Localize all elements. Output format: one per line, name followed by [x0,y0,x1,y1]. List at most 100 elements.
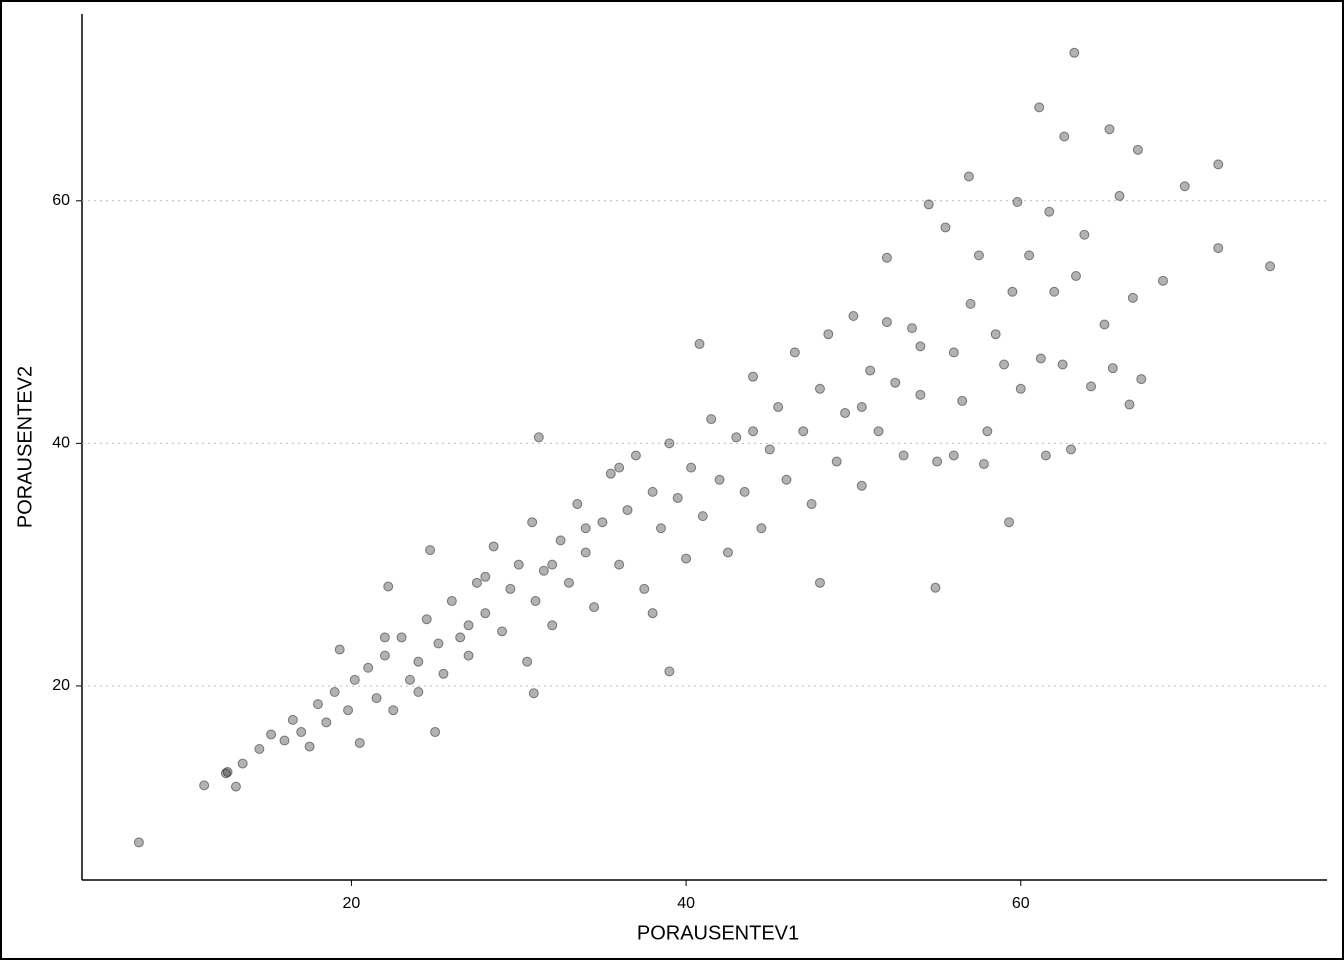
point [647,608,658,619]
point [907,323,917,334]
point [831,456,842,467]
point [533,432,544,443]
point [1024,250,1035,261]
point [664,438,675,449]
point [1049,286,1060,297]
point [1035,353,1046,364]
point [923,199,934,210]
y-tick-label: 60 [52,192,70,209]
point [965,298,976,309]
point [614,559,625,570]
point [806,499,817,510]
point [371,693,382,704]
point [1007,286,1018,297]
point [471,577,482,588]
y-tick-label: 20 [52,677,70,694]
point [589,602,600,613]
point [1015,383,1026,394]
point [1044,206,1055,217]
point [363,662,374,673]
point [580,547,591,558]
point [957,395,968,406]
point [133,837,144,848]
point [254,744,265,755]
point [1069,47,1080,58]
point [1265,261,1276,272]
point [915,341,926,352]
point [605,468,616,479]
point [404,674,415,685]
point [672,492,683,503]
point [622,505,633,516]
point [890,377,901,388]
point [840,408,851,419]
point [1034,102,1045,113]
point [1107,363,1118,374]
point [881,317,892,328]
point [1057,359,1068,370]
point [463,620,474,631]
point [697,511,708,522]
point [383,581,394,592]
point [199,780,210,791]
point [237,758,248,769]
y-axis-label: PORAUSENTEV2 [14,366,36,528]
point [948,450,959,461]
point [379,650,390,661]
point [522,656,533,667]
point [932,456,943,467]
point [433,638,444,649]
point [1040,450,1051,461]
point [748,371,759,382]
point [714,474,725,485]
point [1079,229,1090,240]
point [413,687,424,698]
point [379,632,390,643]
point [940,222,951,233]
point [530,596,541,607]
point [455,632,466,643]
point [597,517,608,528]
point [814,383,825,394]
point [430,727,441,738]
point [963,171,974,182]
x-axis-label: PORAUSENTEV1 [637,922,799,944]
point [266,729,277,740]
point [1012,196,1023,207]
point [480,571,491,582]
point [287,714,298,725]
point [1070,270,1081,281]
point [848,311,859,322]
point [528,688,539,699]
point [614,462,625,473]
point [488,541,499,552]
point [1059,131,1070,142]
point [773,401,784,412]
point [664,666,675,677]
point [563,577,574,588]
point [973,250,984,261]
point [446,596,457,607]
point [421,614,432,625]
point [756,523,767,534]
point [982,426,993,437]
point [681,553,692,564]
point [425,545,436,556]
point [480,608,491,619]
point [647,486,658,497]
point [572,499,583,510]
point [764,444,775,455]
point [1127,292,1138,303]
point [748,426,759,437]
x-tick-label: 60 [1012,895,1030,912]
point [798,426,809,437]
point [312,699,323,710]
point [731,432,742,443]
point [1213,243,1224,254]
point [639,583,650,594]
point [999,359,1010,370]
point [538,565,549,576]
point [865,365,876,376]
